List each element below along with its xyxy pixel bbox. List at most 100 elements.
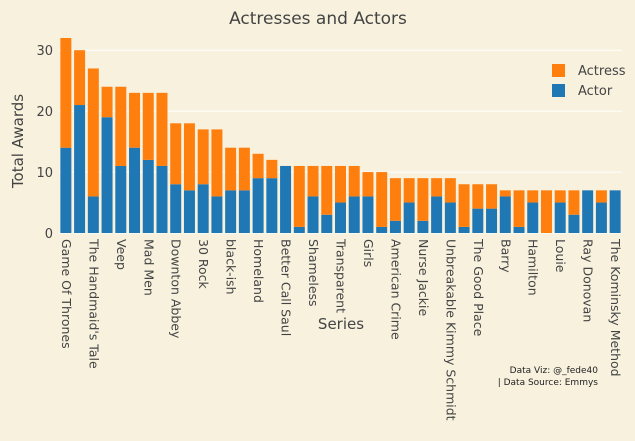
x-tick-label: Downton Abbey (169, 239, 184, 339)
annotation-line-1: Data Viz: @_fede40 (510, 366, 599, 376)
bar-actress (74, 50, 86, 106)
bar-actor (444, 202, 456, 233)
bar-actor (431, 196, 443, 233)
bar-actress (348, 165, 360, 197)
bar-actor (142, 159, 154, 233)
bar-actor (389, 220, 401, 233)
bar-actor (280, 165, 292, 233)
bar-actress (266, 159, 278, 179)
bar-actor (376, 226, 388, 233)
bar-actress (115, 86, 127, 166)
legend: Actress Actor (552, 64, 626, 99)
x-tick-label: The Kominsky Method (608, 238, 623, 377)
x-tick-label: Game Of Thrones (59, 239, 74, 349)
legend-label-actress: Actress (578, 64, 626, 79)
bar-actor (101, 117, 113, 233)
x-tick-label: Girls (361, 239, 376, 267)
bar-actor (129, 147, 141, 233)
bar-actor (458, 226, 470, 233)
bar-actor (266, 178, 278, 233)
bar-actor (321, 214, 333, 233)
x-tick-label: The Handmaid's Tale (86, 238, 101, 369)
y-tick-label: 0 (45, 227, 53, 242)
bar-actress (499, 190, 511, 197)
bar-actress (321, 165, 333, 215)
bar-actress (568, 190, 580, 215)
bar-actress (595, 190, 607, 203)
x-tick-label: Veep (114, 239, 129, 270)
bar-actress (403, 178, 415, 203)
x-tick-label: Nurse Jackie (416, 239, 431, 317)
bar-actress (156, 92, 168, 166)
legend-label-actor: Actor (578, 84, 613, 99)
bar-actress (513, 190, 525, 227)
x-tick-label: Mad Men (141, 239, 156, 296)
bar-actress (293, 165, 305, 227)
bar-actress (472, 184, 484, 209)
bar-actor (362, 196, 374, 233)
bar-actor (225, 190, 237, 233)
bar-actress (540, 190, 552, 233)
bar-actor (211, 196, 223, 233)
bar-actress (362, 172, 374, 197)
y-tick-label: 20 (36, 105, 53, 120)
x-tick-label: The Good Place (471, 238, 486, 337)
x-tick-label: Barry (498, 239, 513, 273)
bar-actor (554, 202, 566, 233)
x-tick-label: Homeland (251, 239, 266, 303)
bar-actor (582, 190, 594, 233)
bar-actor (527, 202, 539, 233)
bar-actor (486, 208, 498, 233)
y-tick-label: 10 (36, 166, 53, 181)
chart-title: Actresses and Actors (229, 9, 407, 29)
bar-actress (87, 68, 99, 197)
x-tick-label: Transparent (334, 238, 349, 313)
bar-actress (183, 123, 195, 191)
bar-actor (60, 147, 72, 233)
bar-actor (335, 202, 346, 233)
bar-actor (417, 220, 429, 233)
bar-actor (513, 226, 525, 233)
bar-actress (417, 178, 429, 221)
bar-actress (60, 38, 72, 148)
source-annotation: Data Viz: @_fede40 | Data Source: Emmys (498, 366, 599, 388)
bar-actor (307, 196, 319, 233)
bar-actor (170, 184, 182, 233)
bar-actor (252, 178, 264, 233)
x-tick-label: Louie (553, 239, 568, 273)
bar-actress (197, 129, 209, 185)
bar-actress (335, 165, 346, 203)
bar-actor (293, 226, 305, 233)
bar-actress (238, 147, 250, 191)
bar-actor (238, 190, 250, 233)
bar-actress (225, 147, 237, 191)
x-tick-label: black-ish (224, 239, 239, 295)
bar-actor (197, 184, 209, 233)
y-tick-label: 30 (36, 44, 53, 59)
x-tick-label: 30 Rock (196, 239, 211, 290)
bar-actor (609, 190, 621, 233)
bar-actress (142, 92, 154, 160)
bar-actress (252, 153, 264, 179)
bar-actor (403, 202, 415, 233)
bar-actress (431, 178, 443, 197)
x-tick-label: Shameless (306, 239, 321, 307)
legend-swatch-actor (552, 84, 565, 97)
bar-actor (499, 196, 511, 233)
bar-actor (115, 165, 127, 233)
bar-actress (554, 190, 566, 203)
axes: 0 10 20 30 Game Of Thrones The Handmaid's Tal… (36, 44, 623, 420)
bar-actress (129, 92, 141, 148)
bar-actress (486, 184, 498, 209)
annotation-line-2: | Data Source: Emmys (498, 378, 599, 388)
x-tick-label: American Crime (388, 239, 403, 340)
bar-actor (348, 196, 360, 233)
bars (60, 38, 621, 233)
legend-swatch-actress (552, 64, 565, 77)
bar-actor (87, 196, 99, 233)
bar-actor (74, 105, 86, 233)
x-tick-label: Better Call Saul (279, 239, 294, 336)
bar-actress (527, 190, 539, 203)
bar-actress (389, 178, 401, 221)
